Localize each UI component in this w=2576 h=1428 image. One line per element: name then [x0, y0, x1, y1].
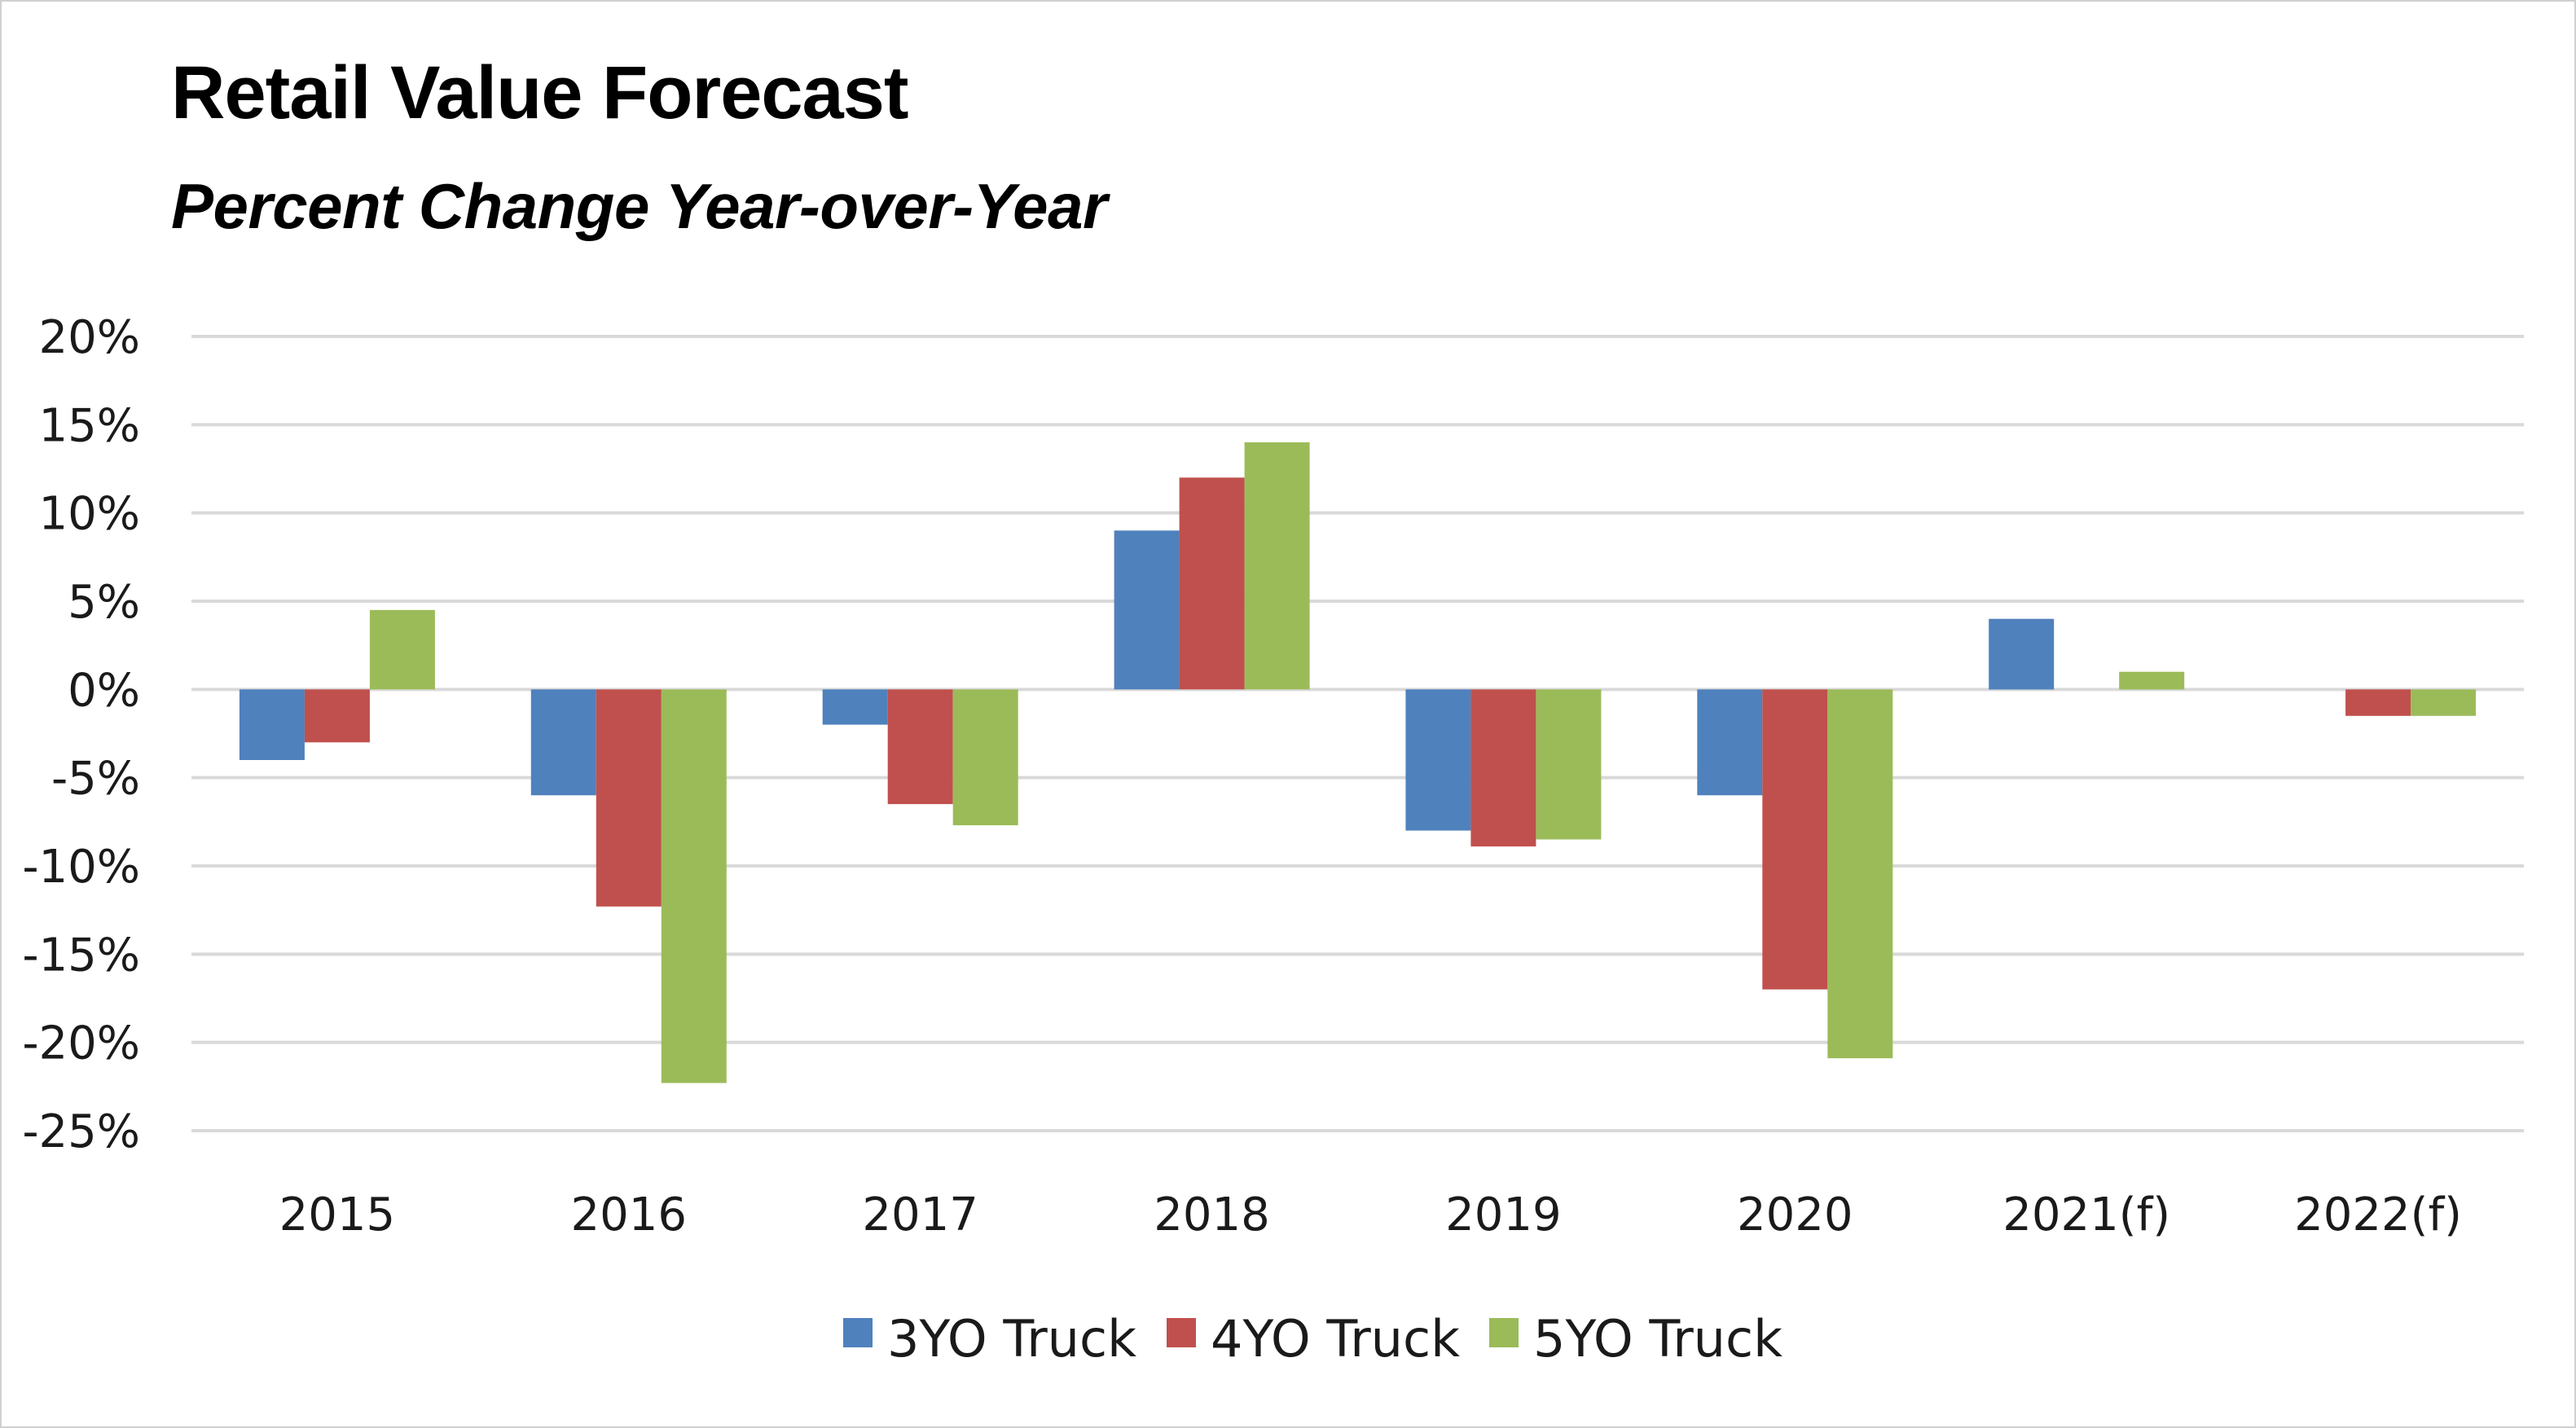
y-axis-tick-labels: 20% 15% 10% 5% 0% -5% -10% -15% -20% -25% — [22, 311, 140, 1158]
x-axis-tick-labels: 2015 2016 2017 2018 2019 2020 2021(f) 2022(f) — [279, 1189, 2462, 1241]
bar-3yo-truck-2018 — [1114, 530, 1180, 690]
bar-5yo-truck-2021(f) — [2119, 671, 2185, 690]
y-tick-label: -25% — [22, 1105, 140, 1158]
legend-label: 5YO Truck — [1533, 1309, 1783, 1369]
bar-4yo-truck-2022(f) — [2345, 689, 2411, 716]
bar-3yo-truck-2021(f) — [1989, 618, 2055, 690]
bar-3yo-truck-2019 — [1405, 689, 1471, 831]
legend-swatch-3yo-truck — [843, 1318, 873, 1347]
y-tick-label: 0% — [68, 664, 140, 717]
y-tick-label: -20% — [22, 1017, 140, 1070]
bar-5yo-truck-2015 — [369, 609, 435, 690]
y-tick-label: 15% — [39, 399, 140, 452]
y-tick-label: -10% — [22, 841, 140, 894]
bar-4yo-truck-2018 — [1179, 477, 1245, 690]
bar-4yo-truck-2017 — [887, 689, 953, 805]
bar-3yo-truck-2015 — [239, 689, 305, 760]
bar-4yo-truck-2019 — [1470, 689, 1536, 847]
legend-swatch-4yo-truck — [1167, 1318, 1196, 1347]
y-tick-label: 20% — [39, 311, 140, 364]
x-tick-label: 2018 — [1154, 1189, 1270, 1241]
legend-swatch-5yo-truck — [1489, 1318, 1519, 1347]
x-tick-label: 2022(f) — [2294, 1189, 2462, 1241]
y-tick-label: 10% — [39, 488, 140, 541]
y-tick-label: -5% — [51, 753, 140, 806]
bar-4yo-truck-2015 — [304, 689, 370, 743]
gridlines — [191, 335, 2524, 1132]
bar-5yo-truck-2017 — [952, 689, 1018, 826]
legend-label: 3YO Truck — [887, 1309, 1136, 1369]
x-tick-label: 2020 — [1737, 1189, 1853, 1241]
bar-5yo-truck-2016 — [661, 689, 727, 1083]
x-tick-label: 2015 — [279, 1189, 396, 1241]
bar-4yo-truck-2016 — [596, 689, 662, 907]
x-tick-label: 2019 — [1445, 1189, 1562, 1241]
y-tick-label: -15% — [22, 929, 140, 982]
y-tick-label: 5% — [68, 576, 140, 629]
bar-3yo-truck-2020 — [1697, 689, 1763, 796]
legend: 3YO Truck 4YO Truck 5YO Truck — [843, 1309, 1783, 1369]
bars — [239, 442, 2477, 1083]
bar-3yo-truck-2016 — [530, 689, 596, 796]
chart-title: Retail Value Forecast — [171, 51, 909, 134]
chart-subtitle: Percent Change Year-over-Year — [171, 170, 1107, 242]
x-tick-label: 2016 — [571, 1189, 688, 1241]
legend-label: 4YO Truck — [1211, 1309, 1460, 1369]
bar-5yo-truck-2019 — [1536, 689, 1602, 840]
bar-4yo-truck-2020 — [1762, 689, 1828, 990]
bar-5yo-truck-2020 — [1827, 689, 1893, 1059]
bar-5yo-truck-2018 — [1244, 442, 1310, 690]
x-tick-label: 2021(f) — [2002, 1189, 2170, 1241]
bar-5yo-truck-2022(f) — [2411, 689, 2477, 716]
bar-3yo-truck-2017 — [822, 689, 888, 725]
x-tick-label: 2017 — [862, 1189, 978, 1241]
